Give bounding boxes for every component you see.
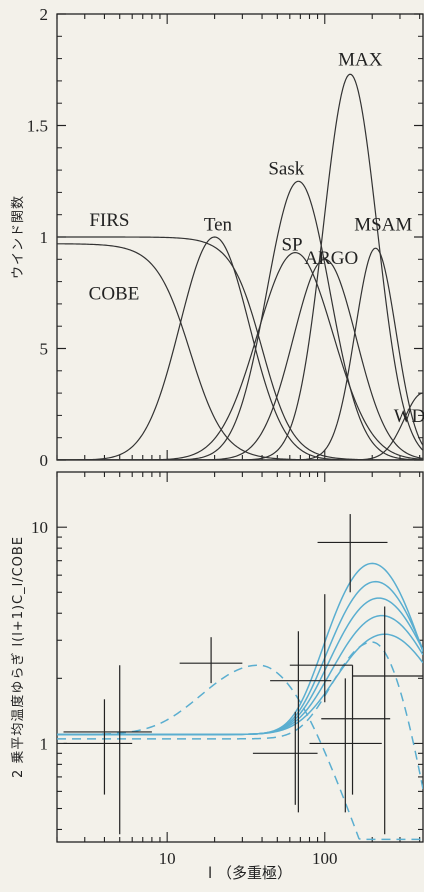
bottom-x-axis-label: l （多重極） [208,864,292,882]
model-curve-dashed [57,664,423,841]
bottom-plot-frame [56,471,424,843]
curve-label-cobe: COBE [89,283,140,304]
model-curve-solid [57,580,423,736]
model-curve-solid [57,633,423,736]
model-curve-solid [57,597,423,736]
bottom-y-tick-label: 1 [40,734,49,753]
curve-label-ten: Ten [204,214,233,235]
top-y-tick-label: 1.5 [27,117,48,136]
window-curve-max [57,73,423,460]
curve-label-max: MAX [338,49,383,70]
window-curve-sp [57,252,423,460]
window-curves [57,73,423,460]
bottom-y-axis-label: 2 乗平均温度ゆらぎ l(l+1)C_l/COBE [10,536,26,778]
curve-label-firs: FIRS [89,210,129,231]
bottom-y-tick-label: 10 [31,518,48,537]
data-points [63,514,423,835]
top-y-tick-label: 5 [40,340,49,359]
top-y-tick-label: 1 [40,228,49,247]
model-curve-solid [57,614,423,736]
window-curve-wd [57,392,423,460]
top-y-tick-label: 0 [40,451,49,470]
curve-label-argo: ARGO [304,248,358,269]
curve-label-sp: SP [281,234,302,255]
curve-label-sask: Sask [268,159,304,180]
window-curve-argo [57,258,423,460]
bottom-x-tick-label: 100 [312,849,338,868]
bottom-x-tick-label: 10 [159,849,176,868]
curve-label-msam: MSAM [354,214,412,235]
top-y-axis-label: ウインド関数 [11,195,26,279]
window-curve-sask [57,180,423,460]
curve-label-wd: WD [394,406,424,427]
model-curve-dashed [57,641,423,790]
window-curve-msam [57,247,423,460]
top-y-tick-label: 2 [40,5,49,24]
model-curve-solid [57,562,423,736]
model-curves [57,562,423,841]
